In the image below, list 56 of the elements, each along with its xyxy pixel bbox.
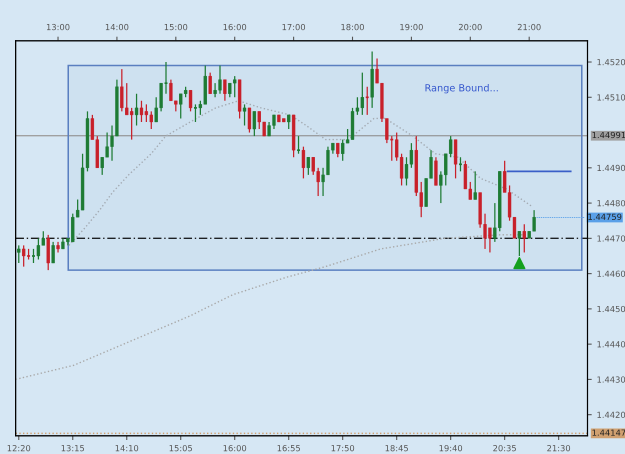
candlestick xyxy=(17,244,20,264)
x-tick-label: 18:45 xyxy=(386,445,408,452)
x2-tick-label: 20:00 xyxy=(458,24,482,30)
x-tick-label: 15:05 xyxy=(170,445,192,452)
y-tick-label: 1.4430 xyxy=(597,376,625,383)
candlestick xyxy=(188,90,192,112)
candlestick xyxy=(134,93,138,126)
candlestick xyxy=(474,170,477,200)
y-tick-label: 1.4480 xyxy=(597,200,625,206)
ref-line-label: 1.44147 xyxy=(592,430,625,436)
candlestick xyxy=(51,241,55,264)
x-tick-label: 19:40 xyxy=(440,445,462,452)
y-tick-label: 1.4450 xyxy=(597,306,625,312)
candlestick xyxy=(287,114,290,130)
x-tick-label: 16:00 xyxy=(224,445,246,452)
candlestick xyxy=(458,156,463,172)
annotation: 1.44759 xyxy=(588,214,622,220)
x2-tick-label: 18:00 xyxy=(341,24,364,30)
x2-tick-label: 15:00 xyxy=(164,24,188,30)
y-tick-label: 1.4470 xyxy=(597,235,625,242)
candlestick xyxy=(31,248,36,264)
y-tick-label: 1.4460 xyxy=(597,270,625,277)
x2-tick-label: 13:00 xyxy=(46,24,70,30)
candlestick xyxy=(252,110,256,137)
candlestick xyxy=(296,135,301,154)
x2-tick-label: 21:00 xyxy=(518,24,541,30)
x2-tick-label: 17:00 xyxy=(282,24,306,30)
candlestick xyxy=(248,107,252,134)
line-series xyxy=(68,100,533,246)
x-tick-label: 21:30 xyxy=(547,445,570,452)
x-tick-label: 14:10 xyxy=(116,445,138,452)
candlestick xyxy=(306,156,310,176)
y-tick-label: 1.4440 xyxy=(597,341,625,348)
x2-tick-label: 16:00 xyxy=(224,24,246,30)
candlestick xyxy=(223,79,227,102)
x2-tick-label: 14:00 xyxy=(106,24,128,30)
x-tick-label: 17:50 xyxy=(332,445,354,452)
ref-line-label: 1.44991 xyxy=(592,132,625,138)
x2-tick-label: 19:00 xyxy=(400,24,423,30)
candlestick xyxy=(522,224,526,254)
candlestick xyxy=(208,72,212,94)
candlestick xyxy=(56,241,60,254)
y-tick-label: 1.4490 xyxy=(597,164,625,172)
candlestick xyxy=(193,104,198,123)
candlestick xyxy=(336,142,340,158)
band-label: Range Bound... xyxy=(426,84,498,94)
x-tick-label: 20:35 xyxy=(493,445,516,452)
candlestick xyxy=(518,230,522,257)
candlestick xyxy=(302,146,306,180)
y-tick-label: 1.4520 xyxy=(597,59,625,66)
y-tick-label: 1.4420 xyxy=(597,412,625,418)
y-tick-label: 1.4510 xyxy=(597,94,625,101)
x-tick-label: 13:15 xyxy=(62,445,84,452)
x-tick-label: 16:55 xyxy=(278,445,300,452)
x-tick-label: 12:20 xyxy=(8,445,30,452)
candlestick xyxy=(242,104,246,126)
